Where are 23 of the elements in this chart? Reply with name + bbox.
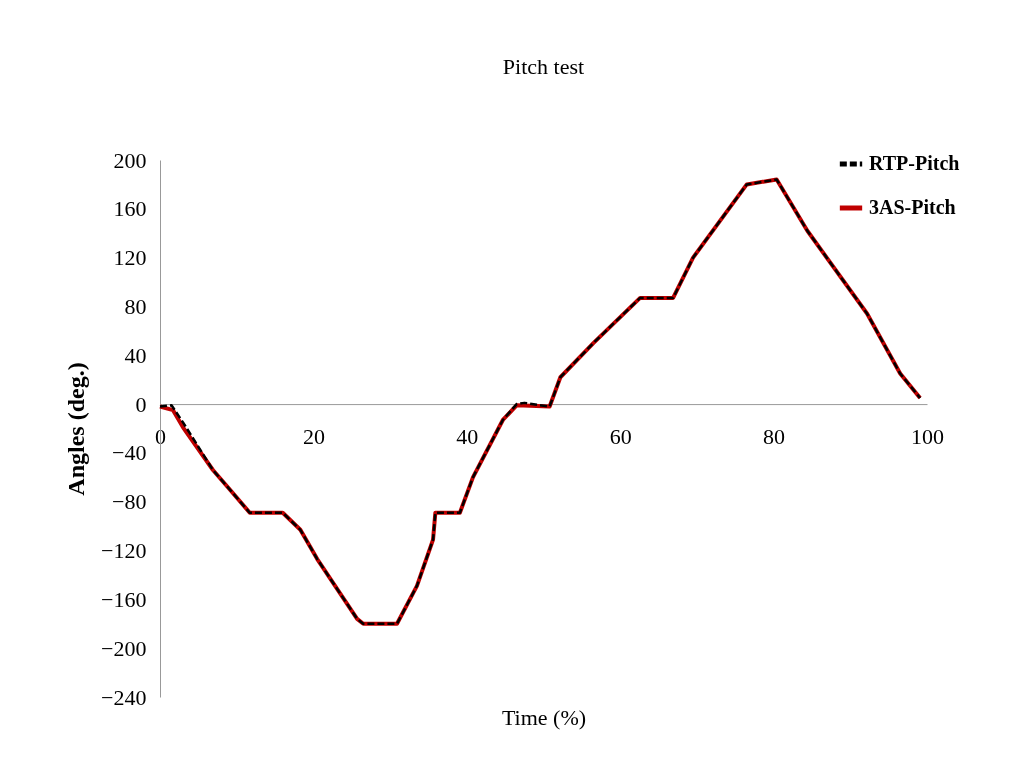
y-tick-label: 200 xyxy=(113,147,147,173)
y-tick-label: −160 xyxy=(101,586,147,612)
x-axis-title: Time (%) xyxy=(501,704,587,730)
legend-label: RTP-Pitch xyxy=(869,152,960,174)
y-axis-title: Angles (deg.) xyxy=(63,362,90,496)
y-tick-label: 160 xyxy=(113,196,147,222)
y-tick-label: −40 xyxy=(112,440,147,466)
y-tick-label: 0 xyxy=(135,391,147,417)
y-tick-label: 40 xyxy=(124,342,147,368)
x-tick-label: 100 xyxy=(911,423,944,449)
y-tick-label: −120 xyxy=(101,538,147,564)
x-tick-label: 0 xyxy=(155,423,166,449)
y-tick-label: −240 xyxy=(101,684,147,710)
y-tick-label: −200 xyxy=(101,635,147,661)
x-tick-label: 20 xyxy=(302,423,325,449)
y-tick-label: 120 xyxy=(113,245,147,271)
x-tick-label: 60 xyxy=(609,423,632,449)
chart-title: Pitch test xyxy=(502,54,585,79)
x-tick-label: 80 xyxy=(763,423,786,449)
x-tick-label: 40 xyxy=(456,423,479,449)
y-tick-label: 80 xyxy=(124,293,147,319)
legend-label: 3AS-Pitch xyxy=(869,196,956,218)
y-tick-label: −80 xyxy=(112,489,147,515)
